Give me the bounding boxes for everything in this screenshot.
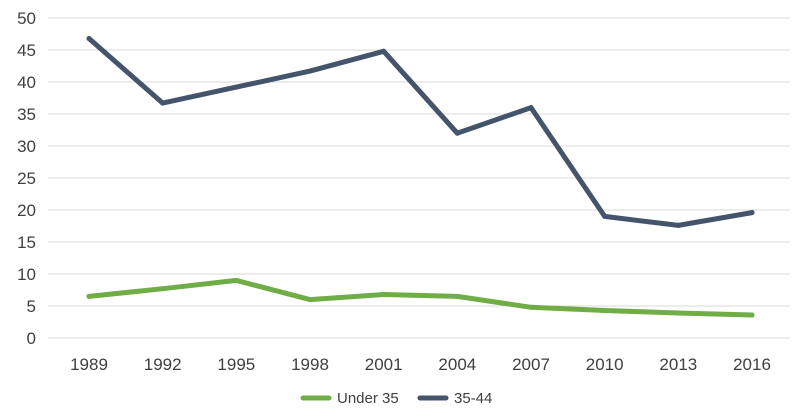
- y-tick-label: 45: [17, 41, 36, 60]
- data-point: [749, 210, 755, 216]
- y-tick-label: 35: [17, 105, 36, 124]
- y-tick-label: 5: [27, 297, 36, 316]
- data-point: [675, 310, 681, 316]
- y-tick-label: 25: [17, 169, 36, 188]
- x-tick-label: 1992: [144, 355, 182, 374]
- x-tick-label: 2013: [659, 355, 697, 374]
- legend: Under 35 35-44: [300, 390, 492, 407]
- y-tick-label: 20: [17, 201, 36, 220]
- x-tick-label: 2010: [586, 355, 624, 374]
- series-lines: [86, 35, 755, 318]
- series-line-1: [86, 36, 755, 228]
- data-point: [602, 213, 608, 219]
- data-point: [528, 304, 534, 310]
- x-tick-label: 1989: [70, 355, 108, 374]
- y-tick-label: 10: [17, 265, 36, 284]
- y-tick-label: 40: [17, 73, 36, 92]
- data-point: [749, 312, 755, 318]
- x-tick-label: 2016: [733, 355, 771, 374]
- series-line-0: [86, 277, 755, 318]
- data-point: [307, 68, 313, 74]
- data-point: [160, 286, 166, 292]
- legend-label: 35-44: [454, 390, 492, 407]
- data-point: [381, 48, 387, 54]
- data-point: [233, 84, 239, 90]
- x-tick-label: 1998: [291, 355, 329, 374]
- x-tick-label: 2004: [438, 355, 476, 374]
- data-point: [602, 307, 608, 313]
- data-point: [381, 291, 387, 297]
- data-point: [160, 100, 166, 106]
- data-point: [86, 35, 92, 41]
- data-point: [233, 277, 239, 283]
- x-tick-label: 2007: [512, 355, 550, 374]
- data-point: [675, 222, 681, 228]
- data-point: [454, 293, 460, 299]
- data-point: [528, 105, 534, 111]
- x-tick-label: 1995: [217, 355, 255, 374]
- data-point: [86, 293, 92, 299]
- y-tick-label: 0: [27, 329, 36, 348]
- data-point: [454, 130, 460, 136]
- x-tick-label: 2001: [365, 355, 403, 374]
- y-tick-label: 15: [17, 233, 36, 252]
- legend-label: Under 35: [337, 390, 399, 407]
- y-tick-label: 50: [17, 9, 36, 28]
- x-axis-ticks: 1989 1992 1995 1998 2001 2004 2007 2010 2013 2016: [70, 355, 771, 374]
- gridlines: [48, 17, 790, 339]
- y-axis-ticks: 0 5 10 15 20 25 30 35 40 45 50: [17, 9, 36, 348]
- data-point: [307, 297, 313, 303]
- y-tick-label: 30: [17, 137, 36, 156]
